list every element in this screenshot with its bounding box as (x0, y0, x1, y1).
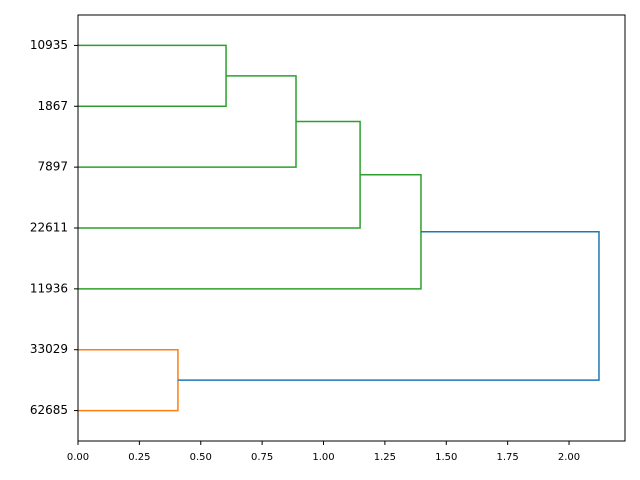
link (78, 75, 297, 168)
axes-frame (77, 14, 626, 442)
x-tick-label: 1.75 (497, 452, 519, 463)
x-tick-label: 1.25 (374, 452, 396, 463)
x-tick-label: 0.75 (251, 452, 273, 463)
leaf-label: 7897 (37, 160, 68, 174)
x-tick-label: 1.50 (435, 452, 457, 463)
link (78, 348, 179, 412)
link (78, 174, 422, 290)
x-tick-label: 0.00 (67, 452, 89, 463)
leaf-label: 11936 (30, 281, 68, 295)
link (78, 44, 227, 108)
x-tick-label: 1.00 (312, 452, 334, 463)
leaf-label: 33029 (30, 342, 68, 356)
leaf-label: 62685 (30, 403, 68, 417)
leaf-label: 22611 (30, 221, 68, 235)
leaf-label: 1867 (37, 99, 68, 113)
x-tick-label: 2.00 (558, 452, 580, 463)
x-tick-label: 0.50 (190, 452, 212, 463)
link (78, 120, 361, 229)
x-tick-label: 0.25 (128, 452, 150, 463)
link (177, 231, 600, 381)
leaf-label: 10935 (30, 38, 68, 52)
